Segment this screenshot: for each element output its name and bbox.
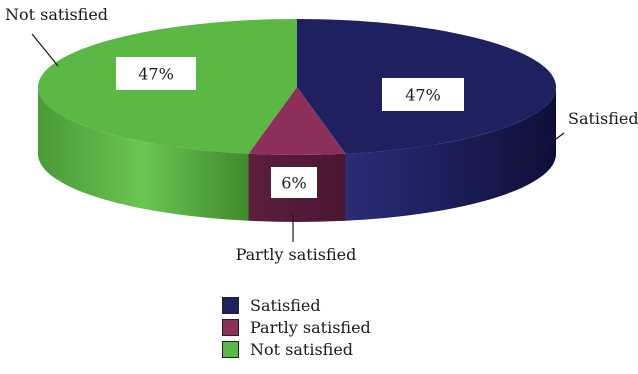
legend-item-not-satisfied: Not satisfied xyxy=(222,338,371,360)
slice-side-not-satisfied xyxy=(38,87,249,221)
legend-label-not-satisfied: Not satisfied xyxy=(250,339,354,359)
value-label-not-satisfied: 47% xyxy=(116,57,196,90)
slice-partly-satisfied xyxy=(248,87,346,155)
value-label-partly-satisfied: 6% xyxy=(271,167,317,198)
legend-swatch-not-satisfied xyxy=(222,340,239,358)
value-label-box-not-satisfied xyxy=(116,57,196,90)
value-label-box-partly-satisfied xyxy=(271,167,317,198)
legend-swatch-partly-satisfied xyxy=(222,318,239,336)
callout-line-satisfied xyxy=(516,132,565,169)
legend-swatch-satisfied xyxy=(222,296,239,314)
value-label-box-satisfied xyxy=(382,78,464,111)
value-label-text-satisfied: 47% xyxy=(405,86,441,105)
value-label-satisfied: 47% xyxy=(382,78,464,111)
value-label-text-partly-satisfied: 6% xyxy=(281,174,306,193)
value-label-text-not-satisfied: 47% xyxy=(138,65,174,84)
callout-label-satisfied: Satisfied xyxy=(568,109,638,128)
legend: Satisfied Partly satisfied Not satisfied xyxy=(222,294,371,360)
callout-label-not-satisfied: Not satisfied xyxy=(5,5,108,24)
callout-line-not-satisfied xyxy=(31,33,59,67)
legend-label-satisfied: Satisfied xyxy=(250,295,321,315)
legend-item-satisfied: Satisfied xyxy=(222,294,371,316)
callout-label-partly-satisfied: Partly satisfied xyxy=(236,245,357,264)
slice-side-satisfied xyxy=(345,87,556,221)
legend-item-partly-satisfied: Partly satisfied xyxy=(222,316,371,338)
legend-label-partly-satisfied: Partly satisfied xyxy=(250,317,371,337)
